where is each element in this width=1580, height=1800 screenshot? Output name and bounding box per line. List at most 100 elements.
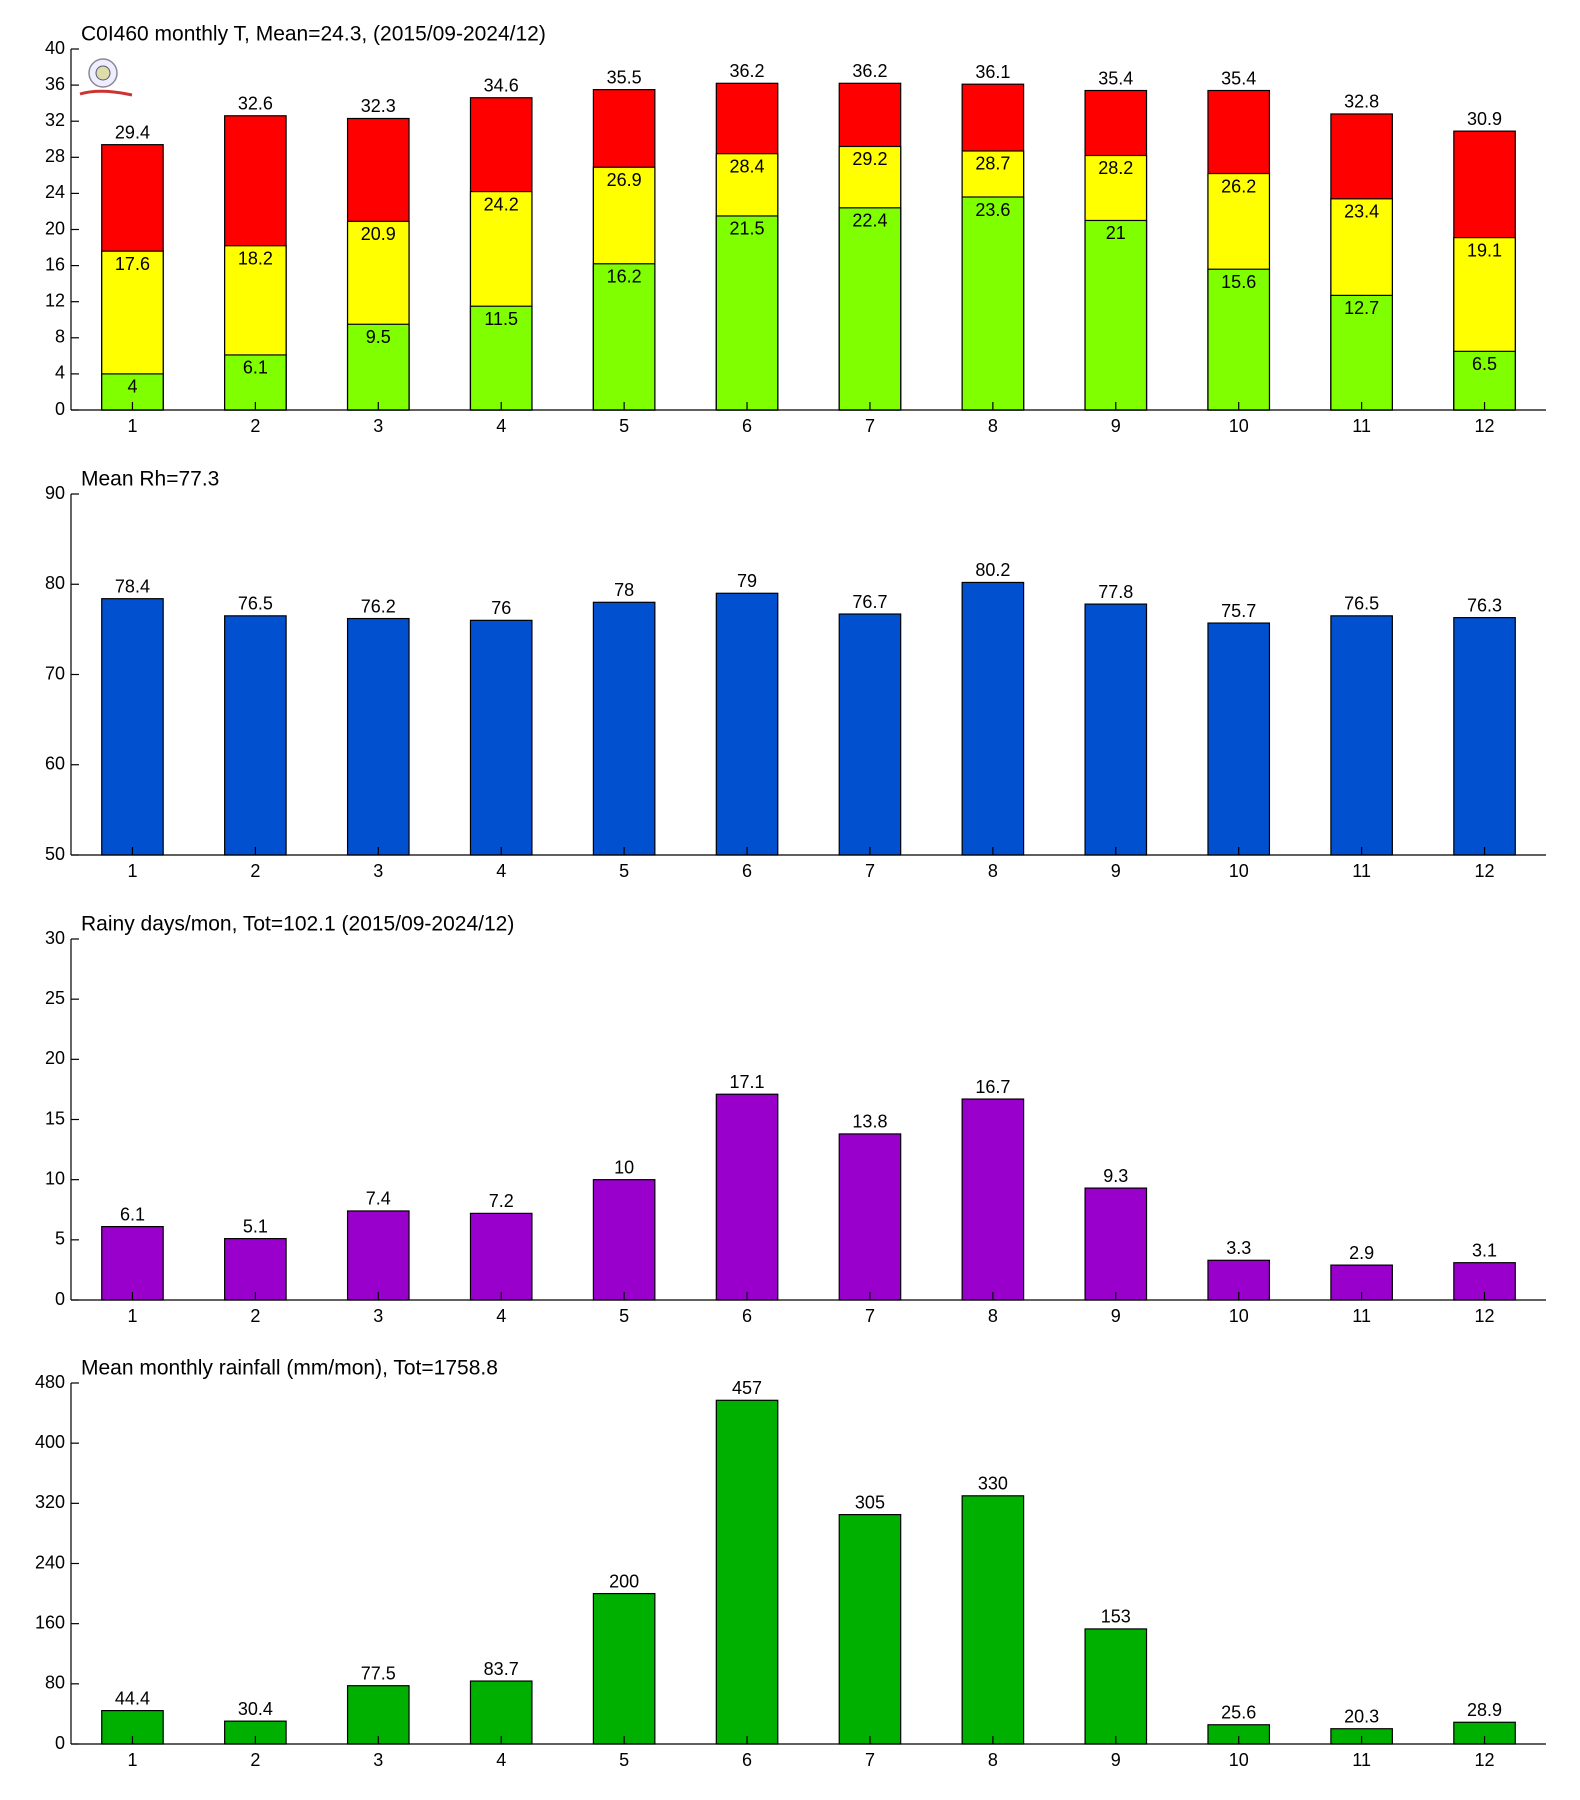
value-label: 2.9 — [1349, 1243, 1374, 1263]
y-tick-label: 320 — [35, 1492, 65, 1512]
bar — [346, 1210, 410, 1301]
value-label: 18.2 — [238, 248, 273, 268]
value-label: 26.2 — [1221, 176, 1256, 196]
value-label: 19.1 — [1467, 240, 1502, 260]
value-label: 23.4 — [1344, 202, 1379, 222]
value-label: 9.5 — [366, 327, 391, 347]
bar — [838, 1133, 902, 1301]
bar — [1084, 1628, 1148, 1745]
x-tick-label: 4 — [496, 416, 506, 436]
bar — [592, 263, 656, 411]
y-tick-label: 400 — [35, 1432, 65, 1452]
bar — [1453, 617, 1516, 856]
value-label: 36.2 — [730, 61, 765, 81]
bar — [1084, 603, 1148, 856]
bar — [592, 1179, 656, 1301]
value-label: 200 — [609, 1571, 639, 1591]
x-tick-label: 2 — [250, 416, 260, 436]
bar — [224, 1238, 287, 1301]
value-label: 3.1 — [1472, 1240, 1497, 1260]
value-label: 76.7 — [852, 592, 887, 612]
y-tick-label: 50 — [45, 844, 65, 864]
value-label: 32.6 — [238, 94, 273, 114]
y-tick-label: 20 — [45, 218, 65, 238]
x-tick-label: 9 — [1111, 416, 1121, 436]
value-label: 457 — [732, 1378, 762, 1398]
value-label: 80.2 — [975, 560, 1010, 580]
chart-title: C0I460 monthly T, Mean=24.3, (2015/09-20… — [81, 23, 546, 46]
x-tick-label: 8 — [988, 1306, 998, 1326]
value-label: 34.6 — [484, 75, 519, 95]
bar — [715, 215, 779, 411]
y-tick-label: 240 — [35, 1552, 65, 1572]
x-tick-label: 6 — [742, 1750, 752, 1770]
y-tick-label: 60 — [45, 754, 65, 774]
bar — [592, 1592, 656, 1745]
bar — [961, 196, 1025, 411]
value-label: 28.2 — [1098, 158, 1133, 178]
value-label: 16.7 — [975, 1077, 1010, 1097]
value-label: 17.6 — [115, 254, 150, 274]
chart-title: Mean Rh=77.3 — [81, 468, 219, 491]
x-tick-label: 9 — [1111, 1750, 1121, 1770]
value-label: 78 — [614, 580, 634, 600]
y-tick-label: 0 — [55, 1733, 65, 1753]
value-label: 32.8 — [1344, 92, 1379, 112]
value-label: 16.2 — [607, 267, 642, 287]
value-label: 3.3 — [1226, 1238, 1251, 1258]
bar — [961, 1098, 1025, 1301]
x-tick-label: 3 — [373, 1750, 383, 1770]
x-tick-label: 7 — [865, 861, 875, 881]
x-tick-label: 11 — [1352, 416, 1371, 436]
x-tick-label: 10 — [1229, 416, 1249, 436]
y-tick-label: 4 — [55, 363, 65, 383]
y-tick-label: 36 — [45, 74, 65, 94]
bar — [838, 207, 902, 411]
x-tick-label: 12 — [1475, 416, 1495, 436]
y-tick-label: 16 — [45, 254, 65, 274]
bar — [224, 354, 287, 411]
value-label: 76.5 — [238, 594, 273, 614]
value-label: 9.3 — [1103, 1166, 1128, 1186]
x-tick-label: 7 — [865, 1306, 875, 1326]
y-tick-label: 90 — [45, 483, 65, 503]
value-label: 21.5 — [730, 219, 765, 239]
bar — [346, 617, 410, 856]
value-label: 30.9 — [1467, 109, 1502, 129]
y-tick-label: 8 — [55, 327, 65, 347]
y-tick-label: 80 — [45, 573, 65, 593]
x-tick-label: 5 — [619, 1750, 629, 1770]
value-label: 79 — [737, 571, 757, 591]
value-label: 29.4 — [115, 122, 150, 142]
x-tick-label: 12 — [1475, 861, 1495, 881]
x-tick-label: 1 — [127, 1750, 137, 1770]
value-label: 4 — [127, 377, 137, 397]
x-tick-label: 5 — [619, 1306, 629, 1326]
value-label: 12.7 — [1344, 298, 1379, 318]
y-tick-label: 30 — [45, 928, 65, 948]
x-tick-label: 10 — [1229, 1750, 1249, 1770]
value-label: 28.4 — [730, 156, 765, 176]
value-label: 7.2 — [489, 1191, 514, 1211]
bar — [961, 1495, 1025, 1745]
value-label: 28.9 — [1467, 1700, 1502, 1720]
y-tick-label: 28 — [45, 146, 65, 166]
value-label: 330 — [978, 1474, 1008, 1494]
bar — [838, 1514, 902, 1745]
x-tick-label: 11 — [1352, 1750, 1371, 1770]
y-tick-label: 160 — [35, 1612, 65, 1632]
value-label: 17.1 — [730, 1072, 765, 1092]
logo-center — [95, 65, 111, 81]
bar — [469, 619, 533, 856]
x-tick-label: 3 — [373, 416, 383, 436]
bar — [1207, 622, 1271, 856]
y-tick-label: 24 — [45, 182, 65, 202]
bar — [1207, 268, 1271, 411]
chart-title: Rainy days/mon, Tot=102.1 (2015/09-2024/… — [81, 913, 514, 936]
value-label: 6.1 — [243, 358, 268, 378]
y-tick-label: 70 — [45, 663, 65, 683]
x-tick-label: 7 — [865, 416, 875, 436]
bar — [715, 1399, 779, 1745]
y-tick-label: 20 — [45, 1048, 65, 1068]
bar — [469, 1212, 533, 1301]
